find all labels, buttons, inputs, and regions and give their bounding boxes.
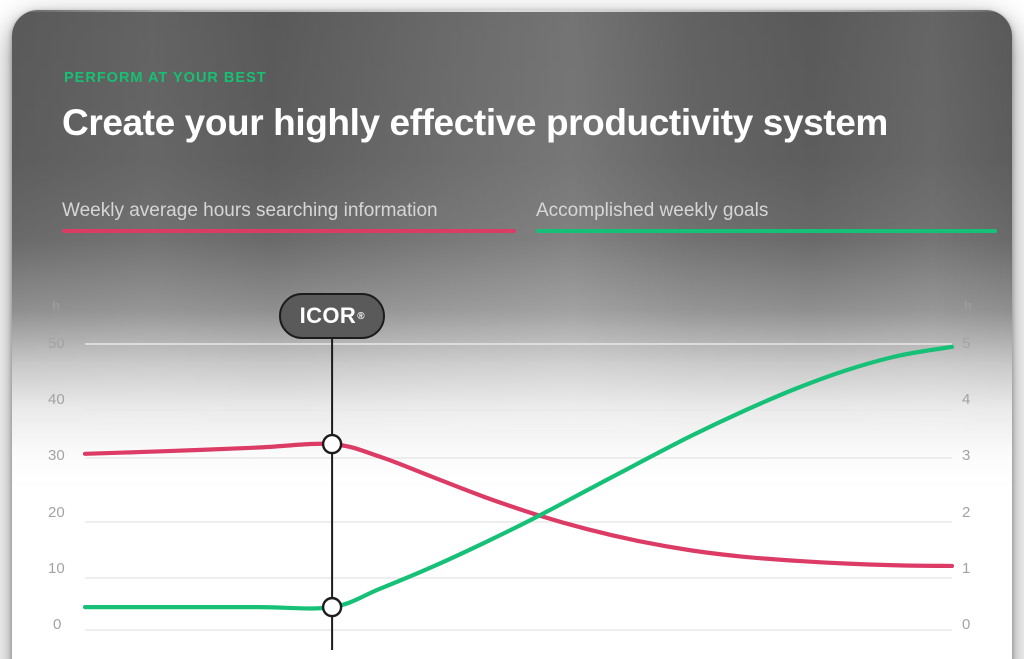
left-axis-unit: h xyxy=(52,298,60,313)
left-axis-tick-50: 50 xyxy=(48,335,65,352)
left-axis-tick-40: 40 xyxy=(48,391,65,408)
page-title: Create your highly effective productivit… xyxy=(62,102,888,143)
chart-gridlines xyxy=(85,343,952,631)
marker-point-weekly-goals[interactable] xyxy=(321,596,343,618)
right-axis-unit: h xyxy=(964,298,972,313)
card-background xyxy=(12,10,1012,659)
right-axis-tick-5: 5 xyxy=(962,335,971,352)
icor-badge[interactable]: ICOR ® xyxy=(279,293,386,339)
right-axis-tick-0: 0 xyxy=(962,616,971,633)
series-line-searching-hours xyxy=(82,441,955,569)
left-axis-tick-20: 20 xyxy=(48,504,65,521)
legend-rule-weekly-goals xyxy=(536,229,997,233)
left-axis-tick-0: 0 xyxy=(53,616,62,633)
series-line-weekly-goals xyxy=(82,344,955,611)
left-axis-tick-30: 30 xyxy=(48,447,65,464)
icor-badge-label: ICOR xyxy=(299,303,357,328)
right-axis-tick-2: 2 xyxy=(962,504,971,521)
right-axis-tick-4: 4 xyxy=(962,391,971,408)
productivity-card: PERFORM AT YOUR BEST Create your highly … xyxy=(12,10,1012,659)
marker-point-searching-hours[interactable] xyxy=(321,433,343,455)
legend-rule-searching-hours xyxy=(62,229,516,233)
right-axis-tick-1: 1 xyxy=(962,560,971,577)
right-axis-tick-3: 3 xyxy=(962,447,971,464)
left-axis-tick-10: 10 xyxy=(48,560,65,577)
eyebrow-label: PERFORM AT YOUR BEST xyxy=(64,70,267,86)
legend-label-weekly-goals: Accomplished weekly goals xyxy=(536,200,769,221)
productivity-line-chart xyxy=(82,328,955,650)
registered-trademark-icon: ® xyxy=(357,310,365,322)
legend-label-searching-hours: Weekly average hours searching informati… xyxy=(62,200,438,221)
